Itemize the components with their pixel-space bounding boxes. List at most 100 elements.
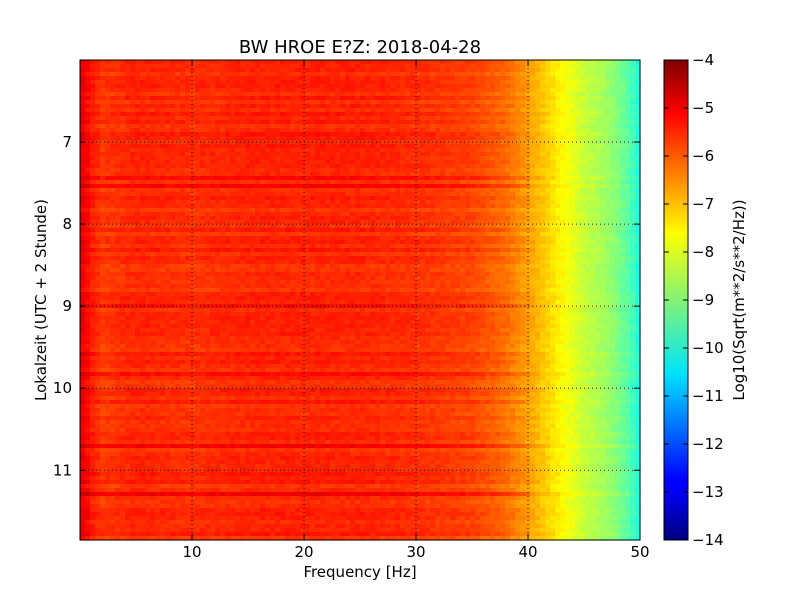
heatmap-cell <box>90 216 96 221</box>
heatmap-cell <box>320 128 326 133</box>
heatmap-cell <box>600 144 606 149</box>
heatmap-cell <box>410 236 416 241</box>
heatmap-cell <box>240 188 246 193</box>
heatmap-cell <box>550 172 556 177</box>
heatmap-cell <box>220 236 226 241</box>
heatmap-cell <box>460 68 466 73</box>
heatmap-cell <box>125 144 131 149</box>
heatmap-cell <box>95 132 101 137</box>
heatmap-cell <box>405 60 411 65</box>
heatmap-cell <box>405 128 411 133</box>
heatmap-cell <box>295 108 301 113</box>
heatmap-cell <box>450 164 456 169</box>
heatmap-cell <box>595 208 601 213</box>
heatmap-cell <box>165 196 171 201</box>
heatmap-cell <box>230 112 236 117</box>
heatmap-cell <box>560 60 566 65</box>
heatmap-cell <box>620 100 626 105</box>
heatmap-cell <box>525 160 531 165</box>
heatmap-cell <box>275 216 281 221</box>
heatmap-cell <box>230 116 236 121</box>
heatmap-cell <box>370 76 376 81</box>
heatmap-cell <box>415 224 421 229</box>
heatmap-cell <box>480 84 486 89</box>
heatmap-cell <box>155 124 161 129</box>
heatmap-cell <box>290 192 296 197</box>
heatmap-cell <box>490 200 496 205</box>
heatmap-cell <box>215 216 221 221</box>
heatmap-cell <box>230 84 236 89</box>
heatmap-cell <box>110 160 116 165</box>
heatmap-cell <box>310 64 316 69</box>
heatmap-cell <box>280 212 286 217</box>
heatmap-cell <box>240 172 246 177</box>
heatmap-cell <box>165 92 171 97</box>
heatmap-cell <box>185 192 191 197</box>
heatmap-cell <box>610 208 616 213</box>
heatmap-cell <box>505 160 511 165</box>
heatmap-cell <box>570 124 576 129</box>
heatmap-cell <box>150 68 156 73</box>
heatmap-cell <box>200 164 206 169</box>
heatmap-cell <box>390 204 396 209</box>
heatmap-cell <box>320 84 326 89</box>
heatmap-cell <box>315 232 321 237</box>
heatmap-cell <box>575 152 581 157</box>
heatmap-cell <box>190 60 196 65</box>
heatmap-cell <box>450 196 456 201</box>
heatmap-cell <box>325 192 331 197</box>
heatmap-cell <box>495 140 501 145</box>
heatmap-cell <box>235 80 241 85</box>
heatmap-cell <box>300 224 306 229</box>
heatmap-cell <box>130 196 136 201</box>
heatmap-cell <box>375 148 381 153</box>
heatmap-cell <box>615 168 621 173</box>
heatmap-cell <box>520 72 526 77</box>
heatmap-cell <box>340 200 346 205</box>
heatmap-cell <box>325 188 331 193</box>
heatmap-cell <box>615 72 621 77</box>
heatmap-cell <box>620 132 626 137</box>
heatmap-cell <box>330 232 336 237</box>
heatmap-cell <box>250 120 256 125</box>
heatmap-cell <box>450 60 456 65</box>
heatmap-cell <box>110 84 116 89</box>
heatmap-cell <box>330 164 336 169</box>
heatmap-cell <box>495 224 501 229</box>
heatmap-cell <box>415 112 421 117</box>
heatmap-cell <box>445 208 451 213</box>
heatmap-cell <box>505 224 511 229</box>
heatmap-cell <box>380 104 386 109</box>
heatmap-cell <box>600 188 606 193</box>
heatmap-cell <box>120 236 126 241</box>
heatmap-cell <box>470 116 476 121</box>
heatmap-cell <box>165 72 171 77</box>
heatmap-cell <box>330 128 336 133</box>
heatmap-cell <box>120 64 126 69</box>
heatmap-cell <box>585 164 591 169</box>
heatmap-cell <box>455 92 461 97</box>
heatmap-cell <box>445 232 451 237</box>
heatmap-cell <box>165 112 171 117</box>
heatmap-cell <box>365 116 371 121</box>
heatmap-cell <box>320 72 326 77</box>
heatmap-cell <box>85 180 91 185</box>
heatmap-cell <box>315 192 321 197</box>
heatmap-cell <box>335 76 341 81</box>
heatmap-cell <box>295 212 301 217</box>
heatmap-cell <box>500 204 506 209</box>
heatmap-cell <box>130 216 136 221</box>
heatmap-cell <box>355 144 361 149</box>
heatmap-cell <box>540 80 546 85</box>
heatmap-cell <box>445 108 451 113</box>
heatmap-cell <box>405 68 411 73</box>
heatmap-cell <box>370 164 376 169</box>
heatmap-cell <box>630 168 636 173</box>
heatmap-cell <box>450 104 456 109</box>
heatmap-cell <box>495 204 501 209</box>
heatmap-cell <box>300 208 306 213</box>
heatmap-cell <box>425 60 431 65</box>
heatmap-cell <box>255 136 261 141</box>
heatmap-cell <box>495 172 501 177</box>
heatmap-cell <box>555 72 561 77</box>
